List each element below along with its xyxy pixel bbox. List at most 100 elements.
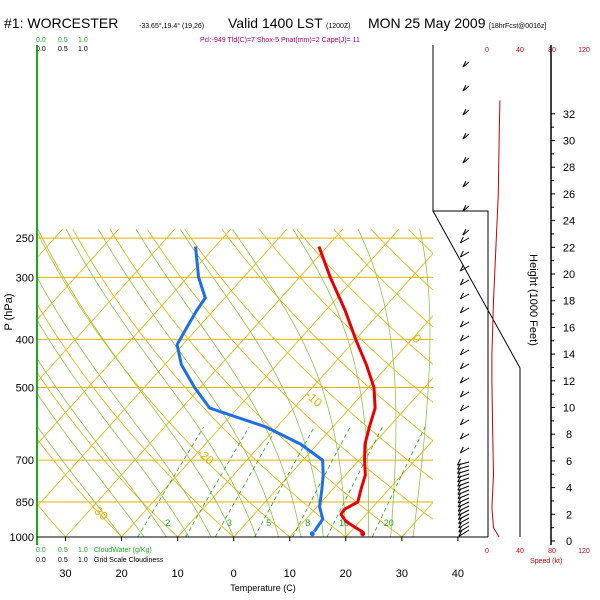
- wind-barb: [457, 505, 470, 512]
- dry-adiabat: [72, 229, 347, 537]
- mixing-ratio-label: 2: [165, 518, 170, 528]
- moist-adiabat: [412, 229, 431, 537]
- valid-time: Valid 1400 LST: [228, 15, 323, 31]
- temperature-tick-label: 20: [115, 568, 127, 580]
- isotherm-label: -10: [303, 388, 325, 410]
- wind-barb: [459, 376, 470, 384]
- pressure-tick-label: 300: [16, 272, 34, 284]
- height-tick-label: 6: [566, 456, 572, 468]
- mixing-ratio-label: 3: [227, 518, 232, 528]
- height-tick-label: 4: [566, 483, 572, 495]
- height-tick-label: 2: [566, 509, 572, 521]
- speed-tick: 0: [485, 47, 489, 54]
- wind-barb: [456, 458, 470, 466]
- pressure-tick-label: 400: [16, 334, 34, 346]
- cloud-water-title: CloudWater (g/Kg): [94, 547, 152, 554]
- dry-adiabat: [184, 229, 433, 481]
- wind-barb: [459, 320, 470, 328]
- cloud-water-tick: 0.0: [36, 547, 46, 554]
- moist-adiabat: [357, 229, 397, 537]
- dry-adiabat: [37, 303, 234, 537]
- wind-barb: [457, 471, 470, 479]
- moist-adiabat: [179, 229, 324, 537]
- cloudiness-tick: 0.5: [58, 557, 68, 564]
- isotherm-line: [345, 439, 433, 537]
- mixing-ratio-line: [254, 426, 315, 537]
- speed-tick: 80: [548, 47, 556, 54]
- wind-barb: [462, 84, 470, 92]
- wind-barb: [457, 488, 470, 495]
- isotherm-label: -20: [194, 446, 216, 468]
- isotherm-line: [514, 229, 600, 537]
- speed-panel: 0 40 80 120 0 40 80 120 Speed (kt): [485, 47, 590, 565]
- isotherm-line: [37, 229, 232, 445]
- speed-tick: 120: [578, 47, 590, 54]
- wind-barb: [457, 484, 470, 491]
- wind-barb: [459, 250, 470, 258]
- mixing-ratio-line: [137, 426, 205, 537]
- wind-barb: [457, 500, 470, 508]
- wind-barb: [459, 404, 470, 412]
- height-tick-label: 18: [563, 296, 575, 308]
- mixing-ratio-line: [292, 426, 351, 537]
- forecast-label: [18hrFcst@0016z]: [489, 23, 546, 30]
- dry-adiabat: [296, 229, 433, 365]
- height-tick-label: 12: [563, 376, 575, 388]
- mixing-ratio-label: 5: [266, 518, 271, 528]
- wind-barb: [462, 132, 470, 140]
- wind-barb: [462, 156, 470, 164]
- dry-adiabat: [483, 229, 600, 537]
- wind-barb: [459, 390, 470, 398]
- wind-barb: [459, 306, 470, 314]
- cloudiness-tick: 0.5: [58, 46, 68, 53]
- mixing-ratio-line: [214, 426, 278, 537]
- wind-barbs: [456, 60, 470, 537]
- valid-date: MON 25 May 2009: [368, 15, 486, 31]
- temperature-tick-label: 30: [396, 568, 408, 580]
- height-tick-label: 0: [566, 536, 572, 548]
- pressure-tick-label: 1000: [10, 532, 34, 544]
- cloudiness-title: Grid Scale Cloudiness: [94, 557, 164, 564]
- height-axis-title: Height (1000 Feet): [527, 254, 539, 346]
- isotherm-line: [37, 229, 175, 383]
- wind-barb: [459, 236, 470, 244]
- isotherm-line: [121, 229, 400, 537]
- issue-time: (1200Z): [326, 23, 351, 30]
- moist-adiabat: [37, 276, 212, 537]
- height-tick-label: 8: [566, 429, 572, 441]
- height-tick-label: 30: [563, 136, 575, 148]
- stability-indices: Pcl:-949 Tld(C)=7 Shox-5 Pnat(mm)=2 Cape…: [200, 37, 360, 44]
- wind-barb: [457, 492, 470, 500]
- temperature-profile: [317, 245, 377, 534]
- isotherm-line: [37, 229, 288, 508]
- wind-barb: [462, 228, 470, 236]
- dry-adiabat: [595, 229, 600, 537]
- moist-adiabat: [37, 425, 122, 537]
- thermo-grid: 2 3 5 8 10 20 10 0 -10 -20 -30: [0, 229, 600, 537]
- speed-tick: 0: [485, 548, 489, 555]
- wind-column-border: [433, 210, 489, 537]
- cloud-water-tick: 1.0: [78, 37, 88, 44]
- dry-adiabat: [258, 229, 433, 403]
- height-tick-label: 20: [563, 269, 575, 281]
- dewpoint-surface-point: [309, 531, 315, 537]
- mixing-ratio-label: 20: [384, 518, 394, 528]
- sounding-profiles: [175, 245, 377, 537]
- temperature-tick-label: 30: [59, 568, 71, 580]
- isotherm-line: [0, 229, 7, 537]
- wind-barb: [462, 108, 470, 116]
- isotherm-label: -30: [88, 501, 110, 523]
- temperature-tick-label: 10: [284, 568, 296, 580]
- mixing-ratio-line: [371, 426, 426, 537]
- wind-barb: [457, 479, 470, 487]
- cloud-water-tick: 0.5: [58, 547, 68, 554]
- cloud-water-tick: 1.0: [78, 547, 88, 554]
- temperature-tick-label: 40: [452, 568, 464, 580]
- wind-barb: [459, 362, 470, 370]
- height-tick-label: 32: [563, 109, 575, 121]
- temperature-tick-label: 10: [171, 568, 183, 580]
- pressure-tick-label: 250: [16, 233, 34, 245]
- wind-barb: [459, 264, 470, 272]
- wind-speed-line: [491, 100, 501, 538]
